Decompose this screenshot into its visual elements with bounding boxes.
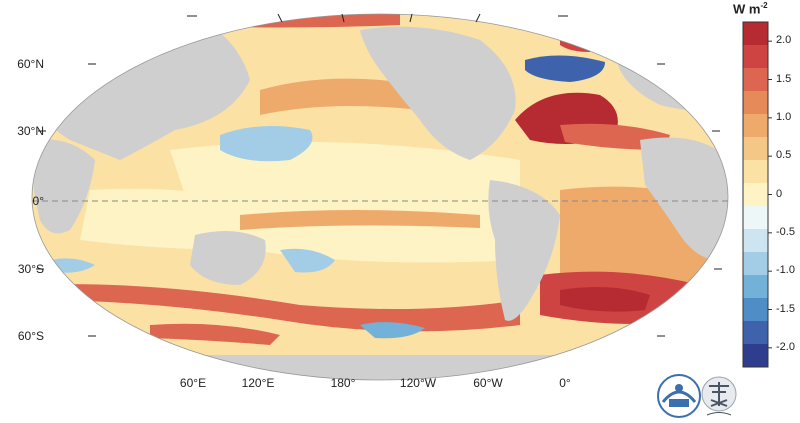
- colorbar-tick-label: -0.5: [776, 225, 795, 238]
- globe-outline: [31, 13, 729, 381]
- lat-label-30s: 30°S: [17, 262, 44, 276]
- colorbar-segment: [743, 298, 768, 322]
- earth-logo: [701, 376, 737, 416]
- pacific-neutral: [170, 142, 520, 263]
- colorbar-segment: [743, 68, 768, 92]
- lon-label-120w: 120°W: [399, 376, 437, 390]
- lon-label-180: 180°: [330, 376, 356, 390]
- colorbar-tick-label: 0: [776, 187, 783, 200]
- colorbar-segment: [743, 91, 768, 115]
- colorbar-segment: [743, 45, 768, 69]
- colorbar-unit-base: W m: [733, 1, 761, 17]
- colorbar-tick-label: -2.0: [776, 340, 795, 353]
- antarctica: [32, 355, 728, 380]
- south-pacific-cool: [280, 248, 335, 273]
- colorbar-segment: [743, 252, 768, 276]
- lat-label-30n: 30°N: [17, 124, 44, 138]
- graticule-ticks: [36, 13, 722, 337]
- colorbar-segment: [743, 22, 768, 46]
- colorbar-segment: [743, 275, 768, 299]
- lon-label-120e: 120°E: [241, 376, 275, 390]
- colorbar-segment: [743, 160, 768, 184]
- colorbar-segment: [743, 344, 768, 368]
- colorbar-segment: [743, 206, 768, 230]
- africa-east: [640, 137, 728, 261]
- colorbar-segment: [743, 321, 768, 345]
- colorbar-segment: [743, 137, 768, 161]
- colorbar-segment: [743, 183, 768, 207]
- colorbar-tick-label: 0.5: [776, 149, 792, 162]
- lon-label-60w: 60°W: [473, 376, 503, 390]
- logo-group: [657, 374, 737, 418]
- south-indian-cool: [50, 258, 95, 273]
- colorbar-tick-label: 1.0: [776, 110, 792, 123]
- colorbar-tick-label: 1.5: [776, 72, 792, 85]
- lat-label-60s: 60°S: [17, 329, 44, 343]
- colorbar-segment: [743, 114, 768, 138]
- iap-logo: [657, 374, 701, 418]
- colorbar-unit: W m-2: [733, 1, 768, 16]
- colorbar-unit-exp: -2: [760, 1, 768, 10]
- map-body: [32, 14, 728, 380]
- africa-west-edge: [32, 139, 95, 234]
- lon-label-60e: 60°E: [179, 376, 207, 390]
- lon-label-0: 0°: [559, 376, 571, 390]
- colorbar-tick-label: 2.0: [776, 34, 792, 47]
- southern-ocean-indian-warm: [150, 323, 280, 345]
- south-atlantic-hotspot: [560, 286, 650, 312]
- australia: [190, 231, 266, 285]
- colorbar-segment: [743, 229, 768, 253]
- south-america: [488, 180, 560, 321]
- colorbar: [742, 21, 772, 368]
- colorbar-tick-label: -1.0: [776, 264, 795, 277]
- colorbar-tick-label: -1.5: [776, 302, 795, 315]
- lat-label-60n: 60°N: [17, 57, 44, 71]
- north-america: [360, 26, 516, 160]
- south-pacific-warm-band: [240, 210, 480, 230]
- southern-ocean-warm: [32, 284, 520, 332]
- north-pacific-warm: [260, 78, 420, 115]
- lat-label-equator: 0°: [32, 194, 44, 208]
- southern-pacific-cool: [360, 322, 425, 339]
- north-pacific-cool: [220, 126, 313, 162]
- subpolar-atlantic-cool: [525, 55, 605, 82]
